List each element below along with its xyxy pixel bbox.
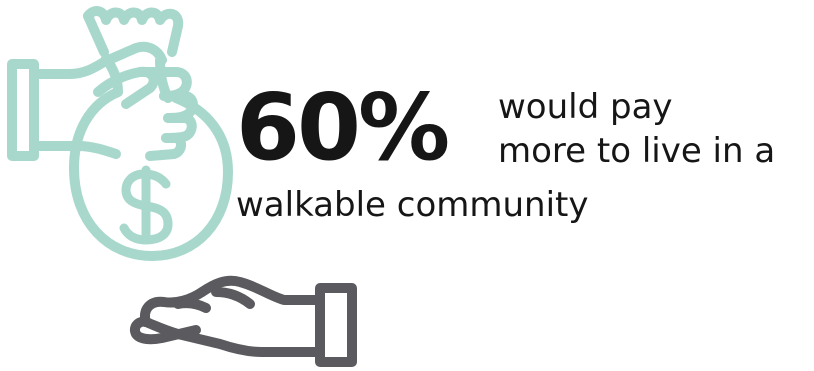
receiving-hand-icon [130, 275, 357, 367]
statistic-text-line-3: walkable community [236, 185, 589, 225]
statistic-text-line-1: would pay [498, 87, 673, 127]
dollar-sign-icon [119, 165, 173, 245]
statistic-text-line-2: more to live in a [498, 131, 776, 171]
money-bag-icon [69, 6, 233, 261]
statistic-block: 60% would pay more to live in a walkable… [236, 82, 806, 232]
statistic-value: 60% [236, 74, 450, 181]
